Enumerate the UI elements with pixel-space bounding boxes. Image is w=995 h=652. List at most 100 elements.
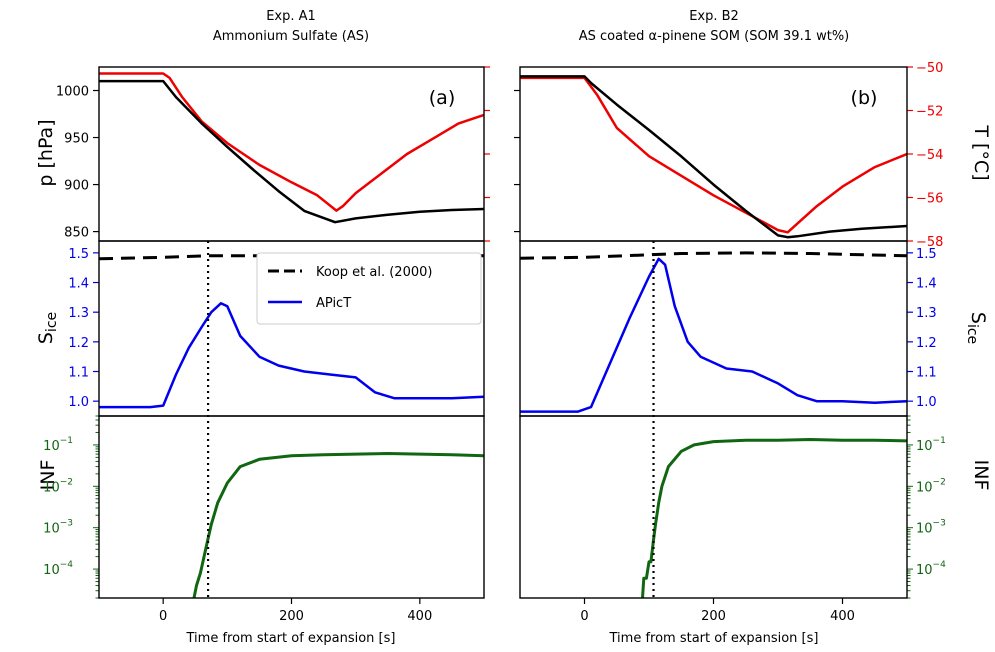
legend: Koop et al. (2000) APicT bbox=[256, 252, 482, 325]
title-a-line1: Exp. A1 bbox=[266, 9, 316, 24]
temperature-axis-title: T [°C] bbox=[970, 124, 992, 180]
legend-apict-label: APicT bbox=[316, 296, 351, 311]
b-frame-mid bbox=[519, 240, 908, 417]
inf-line-a bbox=[188, 452, 484, 598]
inf-tick-base: 10 bbox=[916, 480, 933, 495]
inf-axis-title-right: INF bbox=[970, 460, 992, 491]
temperature-line-b bbox=[520, 76, 907, 234]
inf-tick-label-b-2: 10−2 bbox=[916, 477, 946, 495]
temperature-tick-label-1: −56 bbox=[916, 192, 943, 207]
inf-tick-base: 10 bbox=[43, 480, 60, 495]
b-mid-ticks: 1.0 1.1 1.2 1.3 1.4 1.5 bbox=[907, 247, 937, 410]
inf-line-b bbox=[641, 438, 907, 598]
pressure-axis-title: p [hPa] bbox=[35, 119, 57, 186]
inf-tick-exponent: −3 bbox=[933, 519, 946, 529]
pressure-tick-label-3: 1000 bbox=[56, 85, 89, 100]
inf-tick-base: 10 bbox=[916, 439, 933, 454]
sice-axis-title-right-main: S bbox=[967, 312, 989, 324]
b-top-lines bbox=[520, 75, 907, 239]
pressure-line-a bbox=[99, 79, 484, 224]
inf-axis-title-left: INF bbox=[37, 460, 59, 491]
inf-tick-exponent: −2 bbox=[933, 477, 946, 487]
koop-line-b bbox=[520, 251, 907, 260]
temperature-tick-label-3: −52 bbox=[916, 105, 943, 120]
sice-tick-label-a-4: 1.4 bbox=[68, 277, 89, 292]
sice-tick-label-b-1: 1.1 bbox=[916, 366, 937, 381]
temperature-tick-label-4: −50 bbox=[916, 61, 943, 76]
x-tick-label-a-0: 0 bbox=[159, 609, 167, 624]
inf-tick-exponent: −1 bbox=[933, 436, 946, 446]
b-frame-bot bbox=[519, 415, 908, 599]
inf-tick-exponent: −1 bbox=[60, 436, 73, 446]
x-tick-label-a-2: 400 bbox=[407, 609, 432, 624]
pressure-line-b bbox=[520, 75, 907, 239]
inf-tick-exponent: −4 bbox=[60, 560, 74, 570]
inf-tick-label-a-2: 10−2 bbox=[43, 477, 73, 495]
a-bot-ticks: 10−410−310−210−1 bbox=[43, 415, 99, 599]
inf-tick-base: 10 bbox=[43, 439, 60, 454]
sice-tick-label-b-0: 1.0 bbox=[916, 395, 937, 410]
a-x-ticks: 0 200 400 bbox=[159, 598, 432, 624]
temperature-tick-label-0: −58 bbox=[916, 235, 943, 250]
sice-axis-title-right-sub: ice bbox=[964, 324, 980, 344]
sice-tick-label-a-3: 1.3 bbox=[68, 306, 89, 321]
sice-tick-label-a-2: 1.2 bbox=[68, 336, 89, 351]
inf-tick-label-a-3: 10−1 bbox=[43, 436, 73, 454]
a-top-ticks: 850 900 950 1000 bbox=[56, 66, 490, 242]
sice-line-b bbox=[520, 257, 907, 413]
a-top-lines bbox=[99, 72, 484, 224]
sice-tick-label-b-2: 1.2 bbox=[916, 336, 937, 351]
inf-tick-exponent: −3 bbox=[60, 519, 73, 529]
x-tick-label-a-1: 200 bbox=[279, 609, 304, 624]
inf-tick-exponent: −2 bbox=[60, 477, 73, 487]
inf-tick-base: 10 bbox=[43, 522, 60, 537]
temperature-line-a bbox=[99, 72, 484, 212]
inf-tick-label-b-3: 10−1 bbox=[916, 436, 946, 454]
title-a-line2: Ammonium Sulfate (AS) bbox=[213, 29, 369, 44]
a-frame-bot bbox=[98, 415, 485, 599]
sice-tick-label-a-0: 1.0 bbox=[68, 395, 89, 410]
sice-tick-label-b-4: 1.4 bbox=[916, 277, 937, 292]
inf-tick-label-a-1: 10−3 bbox=[43, 519, 73, 537]
sice-axis-title-right: Sice bbox=[964, 312, 989, 344]
pressure-tick-label-2: 950 bbox=[64, 132, 89, 147]
sice-axis-title-left-main: S bbox=[35, 332, 57, 344]
temperature-tick-label-2: −54 bbox=[916, 148, 943, 163]
sice-line-a bbox=[99, 302, 484, 409]
inf-tick-label-b-0: 10−4 bbox=[916, 560, 946, 578]
x-tick-label-b-2: 400 bbox=[830, 609, 855, 624]
b-bot-ticks: 10−410−310−210−1 bbox=[907, 415, 946, 599]
legend-box bbox=[256, 252, 482, 325]
inf-tick-exponent: −4 bbox=[933, 560, 947, 570]
title-b-line1: Exp. B2 bbox=[689, 9, 739, 24]
inf-tick-label-a-0: 10−4 bbox=[43, 560, 73, 578]
b-top-ticks: −58 −56 −54 −52 −50 bbox=[514, 61, 943, 250]
panel-b: −58−56−54−52−50 1.01.11.21.31.41.5 10−41… bbox=[514, 61, 946, 624]
inf-tick-base: 10 bbox=[916, 522, 933, 537]
a-mid-ticks: 1.0 1.1 1.2 1.3 1.4 1.5 bbox=[68, 247, 99, 410]
b-x-ticks: 0 200 400 bbox=[580, 598, 855, 624]
inf-tick-label-b-1: 10−3 bbox=[916, 519, 946, 537]
inf-tick-base: 10 bbox=[43, 563, 60, 578]
x-tick-label-b-0: 0 bbox=[580, 609, 588, 624]
a-bot-lines bbox=[188, 452, 484, 598]
sice-tick-label-b-3: 1.3 bbox=[916, 306, 937, 321]
xlabel-b: Time from start of expansion [s] bbox=[609, 631, 819, 646]
pressure-tick-label-0: 850 bbox=[64, 226, 89, 241]
b-mid-lines bbox=[520, 251, 907, 413]
panel-label-a: (a) bbox=[429, 87, 455, 109]
b-frame-top bbox=[519, 66, 908, 242]
sice-axis-title-left: Sice bbox=[35, 312, 60, 344]
xlabel-a: Time from start of expansion [s] bbox=[186, 631, 396, 646]
panel-label-b: (b) bbox=[851, 87, 878, 109]
x-tick-label-b-1: 200 bbox=[701, 609, 726, 624]
inf-tick-base: 10 bbox=[916, 563, 933, 578]
legend-koop-label: Koop et al. (2000) bbox=[316, 265, 432, 280]
a-frame-top bbox=[98, 66, 485, 242]
pressure-tick-label-1: 900 bbox=[64, 179, 89, 194]
sice-tick-label-a-1: 1.1 bbox=[68, 366, 89, 381]
b-bot-lines bbox=[641, 438, 907, 598]
sice-tick-label-a-5: 1.5 bbox=[68, 247, 89, 262]
